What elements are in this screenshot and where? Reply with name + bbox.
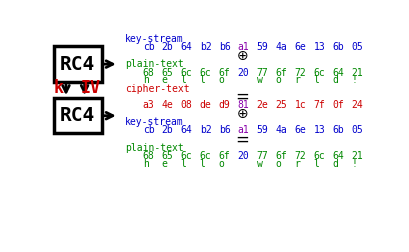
Text: cb: cb bbox=[142, 42, 154, 52]
Text: 6e: 6e bbox=[294, 42, 306, 52]
Text: e: e bbox=[161, 75, 167, 85]
Text: 6c: 6c bbox=[199, 68, 211, 78]
Text: 13: 13 bbox=[313, 125, 325, 135]
Text: d9: d9 bbox=[218, 100, 230, 110]
Text: !: ! bbox=[351, 159, 357, 169]
Text: 4a: 4a bbox=[275, 42, 287, 52]
Text: b2: b2 bbox=[199, 42, 211, 52]
Text: 21: 21 bbox=[351, 151, 362, 161]
Text: 6c: 6c bbox=[313, 68, 325, 78]
Text: l: l bbox=[313, 159, 319, 169]
Text: 6f: 6f bbox=[218, 68, 230, 78]
Text: =: = bbox=[235, 131, 249, 149]
Text: plain-text: plain-text bbox=[125, 143, 183, 153]
Text: 59: 59 bbox=[256, 42, 268, 52]
Text: r: r bbox=[294, 75, 300, 85]
Text: b6: b6 bbox=[218, 42, 230, 52]
Text: key-stream: key-stream bbox=[125, 117, 183, 127]
Text: cipher-text: cipher-text bbox=[125, 84, 189, 94]
Text: 2b: 2b bbox=[161, 42, 173, 52]
Text: 05: 05 bbox=[351, 42, 362, 52]
Text: k: k bbox=[53, 79, 63, 97]
FancyBboxPatch shape bbox=[54, 46, 101, 82]
Text: RC4: RC4 bbox=[60, 106, 95, 125]
Text: b2: b2 bbox=[199, 125, 211, 135]
Text: 4a: 4a bbox=[275, 125, 287, 135]
Text: b6: b6 bbox=[218, 125, 230, 135]
Text: =: = bbox=[235, 88, 249, 106]
Text: 59: 59 bbox=[256, 125, 268, 135]
Text: d: d bbox=[332, 159, 337, 169]
Text: 1c: 1c bbox=[294, 100, 306, 110]
Text: 6c: 6c bbox=[180, 151, 192, 161]
Text: 13: 13 bbox=[313, 42, 325, 52]
Text: h: h bbox=[142, 75, 148, 85]
Text: 77: 77 bbox=[256, 68, 268, 78]
Text: key-stream: key-stream bbox=[125, 35, 183, 45]
Text: 05: 05 bbox=[351, 125, 362, 135]
Text: l: l bbox=[199, 159, 205, 169]
Text: 6c: 6c bbox=[199, 151, 211, 161]
Text: 6f: 6f bbox=[218, 151, 230, 161]
Text: 25: 25 bbox=[275, 100, 287, 110]
Text: 64: 64 bbox=[180, 125, 192, 135]
Text: 65: 65 bbox=[161, 68, 173, 78]
Text: !: ! bbox=[351, 75, 357, 85]
Text: a1: a1 bbox=[237, 42, 249, 52]
Text: w: w bbox=[256, 159, 262, 169]
Text: 64: 64 bbox=[332, 68, 344, 78]
Text: l: l bbox=[313, 75, 319, 85]
Text: 2e: 2e bbox=[256, 100, 268, 110]
Text: RC4: RC4 bbox=[60, 55, 95, 74]
Text: a3: a3 bbox=[142, 100, 154, 110]
Text: o: o bbox=[218, 75, 224, 85]
Text: w: w bbox=[256, 75, 262, 85]
Text: h: h bbox=[142, 159, 148, 169]
Text: 20: 20 bbox=[237, 151, 249, 161]
Text: de: de bbox=[199, 100, 211, 110]
Text: l: l bbox=[180, 159, 186, 169]
Text: IV: IV bbox=[81, 79, 101, 97]
Text: 6b: 6b bbox=[332, 125, 344, 135]
Text: 0f: 0f bbox=[332, 100, 344, 110]
Text: 81: 81 bbox=[237, 100, 249, 110]
Text: 6b: 6b bbox=[332, 42, 344, 52]
Text: 77: 77 bbox=[256, 151, 268, 161]
Text: 65: 65 bbox=[161, 151, 173, 161]
Text: 21: 21 bbox=[351, 68, 362, 78]
Text: 4e: 4e bbox=[161, 100, 173, 110]
Text: 64: 64 bbox=[332, 151, 344, 161]
Text: ⊕: ⊕ bbox=[236, 49, 247, 64]
Text: l: l bbox=[180, 75, 186, 85]
Text: ⊕: ⊕ bbox=[236, 107, 247, 121]
Text: 68: 68 bbox=[142, 151, 154, 161]
Text: 64: 64 bbox=[180, 42, 192, 52]
Text: 2b: 2b bbox=[161, 125, 173, 135]
Text: 6c: 6c bbox=[313, 151, 325, 161]
Text: a1: a1 bbox=[237, 125, 249, 135]
Text: cb: cb bbox=[142, 125, 154, 135]
Text: 6f: 6f bbox=[275, 68, 287, 78]
Text: plain-text: plain-text bbox=[125, 59, 183, 69]
Text: 24: 24 bbox=[351, 100, 362, 110]
Text: 72: 72 bbox=[294, 151, 306, 161]
Text: r: r bbox=[294, 159, 300, 169]
Text: 68: 68 bbox=[142, 68, 154, 78]
Text: o: o bbox=[275, 159, 281, 169]
FancyBboxPatch shape bbox=[54, 98, 101, 133]
Text: d: d bbox=[332, 75, 337, 85]
Text: o: o bbox=[275, 75, 281, 85]
Text: 6c: 6c bbox=[180, 68, 192, 78]
Text: 72: 72 bbox=[294, 68, 306, 78]
Text: 6f: 6f bbox=[275, 151, 287, 161]
Text: 7f: 7f bbox=[313, 100, 325, 110]
Text: l: l bbox=[199, 75, 205, 85]
Text: 08: 08 bbox=[180, 100, 192, 110]
Text: 20: 20 bbox=[237, 68, 249, 78]
Text: o: o bbox=[218, 159, 224, 169]
Text: e: e bbox=[161, 159, 167, 169]
Text: 6e: 6e bbox=[294, 125, 306, 135]
